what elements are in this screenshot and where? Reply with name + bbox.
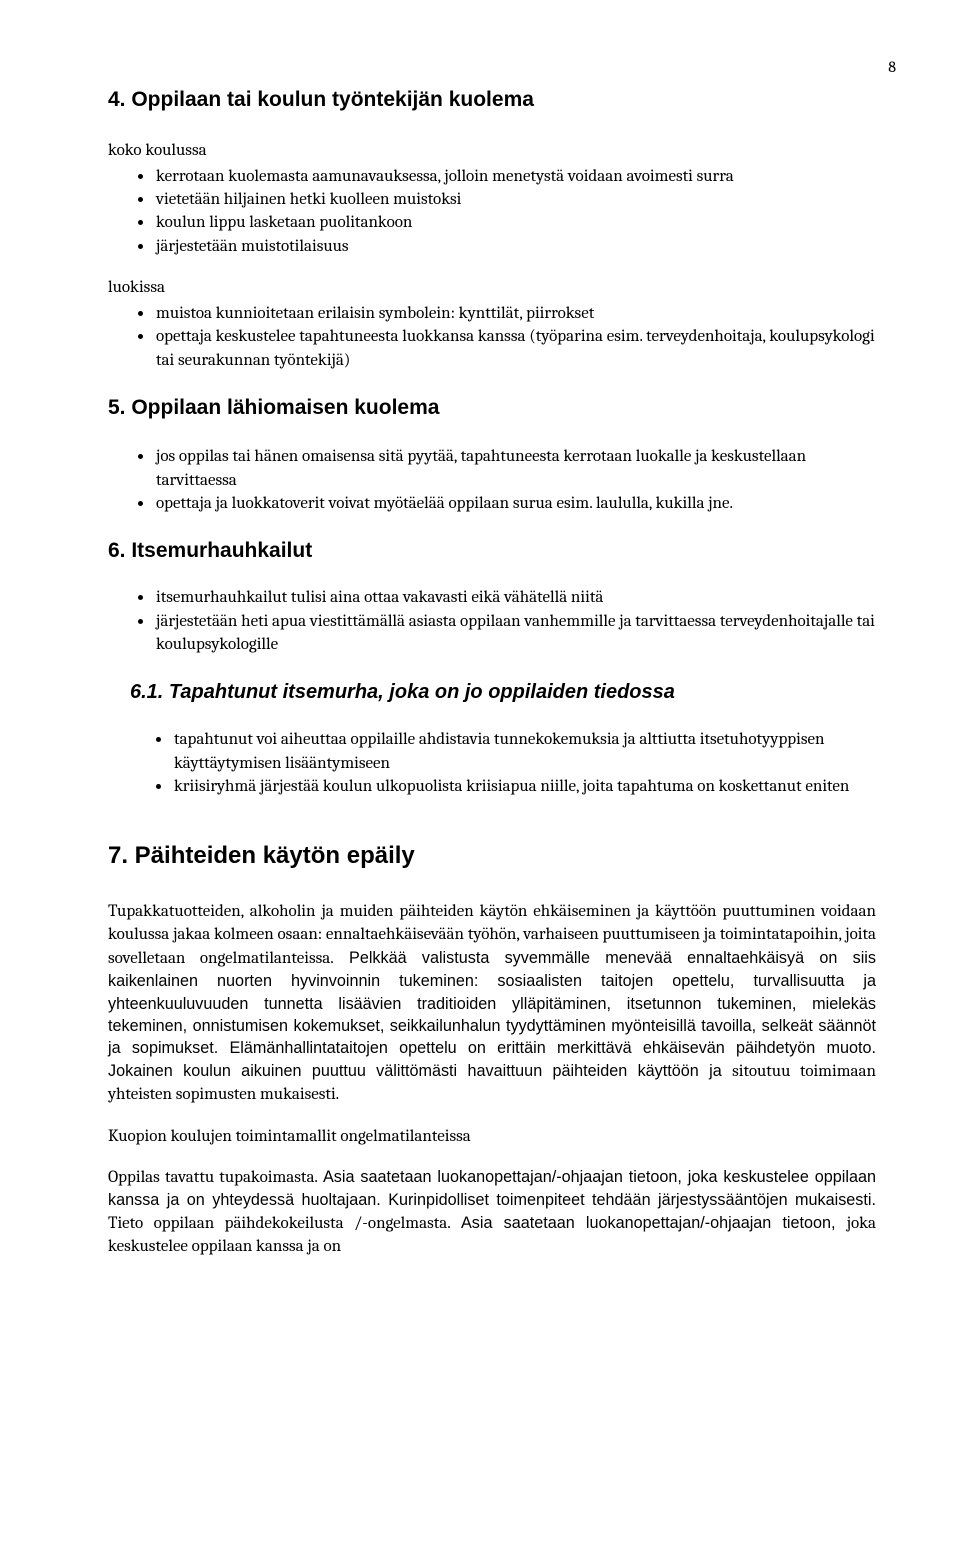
list-item: itsemurhauhkailut tulisi aina ottaa vaka… — [154, 586, 876, 609]
para-7-3-d: Asia saatetaan luokanopettajan/-ohjaajan… — [451, 1214, 847, 1232]
bullets-6: itsemurhauhkailut tulisi aina ottaa vaka… — [108, 586, 876, 656]
list-item: opettaja ja luokkatoverit voivat myötäel… — [154, 492, 876, 515]
para-7-3-c: Tieto oppilaan päihdekokeilusta /-ongelm… — [108, 1214, 451, 1233]
para-7-3: Oppilas tavattu tupakoimasta. Asia saate… — [108, 1166, 876, 1259]
list-item: järjestetään muistotilaisuus — [154, 235, 876, 258]
list-item: vietetään hiljainen hetki kuolleen muist… — [154, 188, 876, 211]
lead-koko-koulussa: koko koulussa — [108, 139, 876, 162]
list-item: tapahtunut voi aiheuttaa oppilaille ahdi… — [172, 728, 876, 775]
list-item: muistoa kunnioitetaan erilaisin symbolei… — [154, 302, 876, 325]
heading-5: 5. Oppilaan lähiomaisen kuolema — [108, 394, 876, 423]
para-7-1: Tupakkatuotteiden, alkoholin ja muiden p… — [108, 900, 876, 1107]
bullets-5: jos oppilas tai hänen omaisensa sitä pyy… — [108, 445, 876, 515]
para-7-3-a: Oppilas tavattu tupakoimasta. — [108, 1168, 318, 1187]
para-7-1-b: Pelkkää valistusta syvemmälle menevää en… — [108, 949, 876, 1080]
bullets-4b: muistoa kunnioitetaan erilaisin symbolei… — [108, 302, 876, 372]
list-item: koulun lippu lasketaan puolitankoon — [154, 211, 876, 234]
heading-4: 4. Oppilaan tai koulun työntekijän kuole… — [108, 86, 876, 115]
heading-7: 7. Päihteiden käytön epäily — [108, 839, 876, 872]
list-item: järjestetään heti apua viestittämällä as… — [154, 610, 876, 657]
para-7-2: Kuopion koulujen toimintamallit ongelmat… — [108, 1125, 876, 1148]
list-item: jos oppilas tai hänen omaisensa sitä pyy… — [154, 445, 876, 492]
bullets-6-1: tapahtunut voi aiheuttaa oppilaille ahdi… — [108, 728, 876, 798]
list-item: kerrotaan kuolemasta aamunavauksessa, jo… — [154, 165, 876, 188]
list-item: kriisiryhmä järjestää koulun ulkopuolist… — [172, 775, 876, 798]
page-number: 8 — [108, 56, 896, 78]
heading-6: 6. Itsemurhauhkailut — [108, 537, 876, 566]
bullets-4a: kerrotaan kuolemasta aamunavauksessa, jo… — [108, 165, 876, 259]
lead-luokissa: luokissa — [108, 276, 876, 299]
heading-6-1: 6.1. Tapahtunut itsemurha, joka on jo op… — [108, 679, 876, 707]
list-item: opettaja keskustelee tapahtuneesta luokk… — [154, 325, 876, 372]
